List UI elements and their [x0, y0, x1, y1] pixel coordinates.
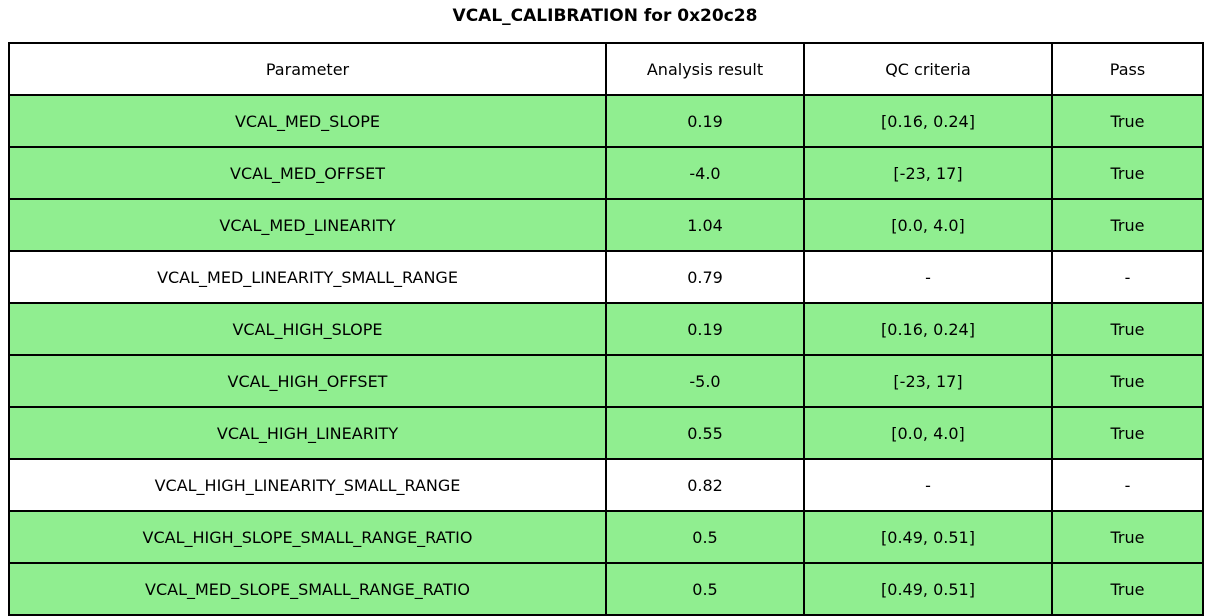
cell-pass: True — [1051, 510, 1204, 564]
cell-qc-criteria: [0.16, 0.24] — [803, 302, 1053, 356]
column-header-qc-criteria: QC criteria — [803, 42, 1053, 96]
cell-parameter: VCAL_HIGH_OFFSET — [8, 354, 607, 408]
cell-qc-criteria: [-23, 17] — [803, 354, 1053, 408]
cell-analysis-result: 0.5 — [605, 510, 805, 564]
cell-parameter: VCAL_HIGH_SLOPE_SMALL_RANGE_RATIO — [8, 510, 607, 564]
cell-pass: True — [1051, 406, 1204, 460]
column-header-pass: Pass — [1051, 42, 1204, 96]
table-row: VCAL_MED_OFFSET -4.0 [-23, 17] True — [8, 146, 1204, 200]
cell-pass: - — [1051, 250, 1204, 304]
cell-analysis-result: 0.79 — [605, 250, 805, 304]
cell-analysis-result: 0.55 — [605, 406, 805, 460]
cell-parameter: VCAL_HIGH_LINEARITY_SMALL_RANGE — [8, 458, 607, 512]
cell-qc-criteria: [0.16, 0.24] — [803, 94, 1053, 148]
cell-analysis-result: 0.19 — [605, 302, 805, 356]
cell-analysis-result: 0.82 — [605, 458, 805, 512]
table-row: VCAL_HIGH_SLOPE_SMALL_RANGE_RATIO 0.5 [0.4… — [8, 510, 1204, 564]
cell-parameter: VCAL_HIGH_LINEARITY — [8, 406, 607, 460]
cell-qc-criteria: - — [803, 250, 1053, 304]
page-title: VCAL_CALIBRATION for 0x20c28 — [452, 6, 758, 26]
cell-pass: - — [1051, 458, 1204, 512]
cell-pass: True — [1051, 562, 1204, 616]
table-header-row: Parameter Analysis result QC criteria Pa… — [8, 42, 1204, 96]
cell-qc-criteria: [0.0, 4.0] — [803, 406, 1053, 460]
cell-analysis-result: -4.0 — [605, 146, 805, 200]
cell-parameter: VCAL_MED_SLOPE — [8, 94, 607, 148]
table-row: VCAL_MED_SLOPE_SMALL_RANGE_RATIO 0.5 [0.49… — [8, 562, 1204, 616]
table-row: VCAL_HIGH_OFFSET -5.0 [-23, 17] True — [8, 354, 1204, 408]
table-row: VCAL_MED_LINEARITY 1.04 [0.0, 4.0] True — [8, 198, 1204, 252]
cell-analysis-result: 1.04 — [605, 198, 805, 252]
cell-parameter: VCAL_MED_LINEARITY_SMALL_RANGE — [8, 250, 607, 304]
cell-qc-criteria: [0.49, 0.51] — [803, 562, 1053, 616]
cell-pass: True — [1051, 94, 1204, 148]
cell-analysis-result: 0.5 — [605, 562, 805, 616]
cell-qc-criteria: [-23, 17] — [803, 146, 1053, 200]
qc-results-table: Parameter Analysis result QC criteria Pa… — [8, 42, 1204, 616]
cell-analysis-result: -5.0 — [605, 354, 805, 408]
column-header-parameter: Parameter — [8, 42, 607, 96]
cell-qc-criteria: - — [803, 458, 1053, 512]
column-header-analysis-result: Analysis result — [605, 42, 805, 96]
cell-parameter: VCAL_HIGH_SLOPE — [8, 302, 607, 356]
cell-parameter: VCAL_MED_OFFSET — [8, 146, 607, 200]
table-row: VCAL_HIGH_LINEARITY_SMALL_RANGE 0.82- - — [8, 458, 1204, 512]
cell-qc-criteria: [0.49, 0.51] — [803, 510, 1053, 564]
cell-parameter: VCAL_MED_SLOPE_SMALL_RANGE_RATIO — [8, 562, 607, 616]
cell-pass: True — [1051, 146, 1204, 200]
cell-pass: True — [1051, 198, 1204, 252]
table-row: VCAL_MED_SLOPE 0.19 [0.16, 0.24] True — [8, 94, 1204, 148]
cell-analysis-result: 0.19 — [605, 94, 805, 148]
cell-qc-criteria: [0.0, 4.0] — [803, 198, 1053, 252]
table-row: VCAL_HIGH_LINEARITY 0.55 [0.0, 4.0] True — [8, 406, 1204, 460]
table-row: VCAL_HIGH_SLOPE 0.19 [0.16, 0.24] True — [8, 302, 1204, 356]
table-row: VCAL_MED_LINEARITY_SMALL_RANGE 0.79- - — [8, 250, 1204, 304]
cell-pass: True — [1051, 354, 1204, 408]
cell-pass: True — [1051, 302, 1204, 356]
cell-parameter: VCAL_MED_LINEARITY — [8, 198, 607, 252]
